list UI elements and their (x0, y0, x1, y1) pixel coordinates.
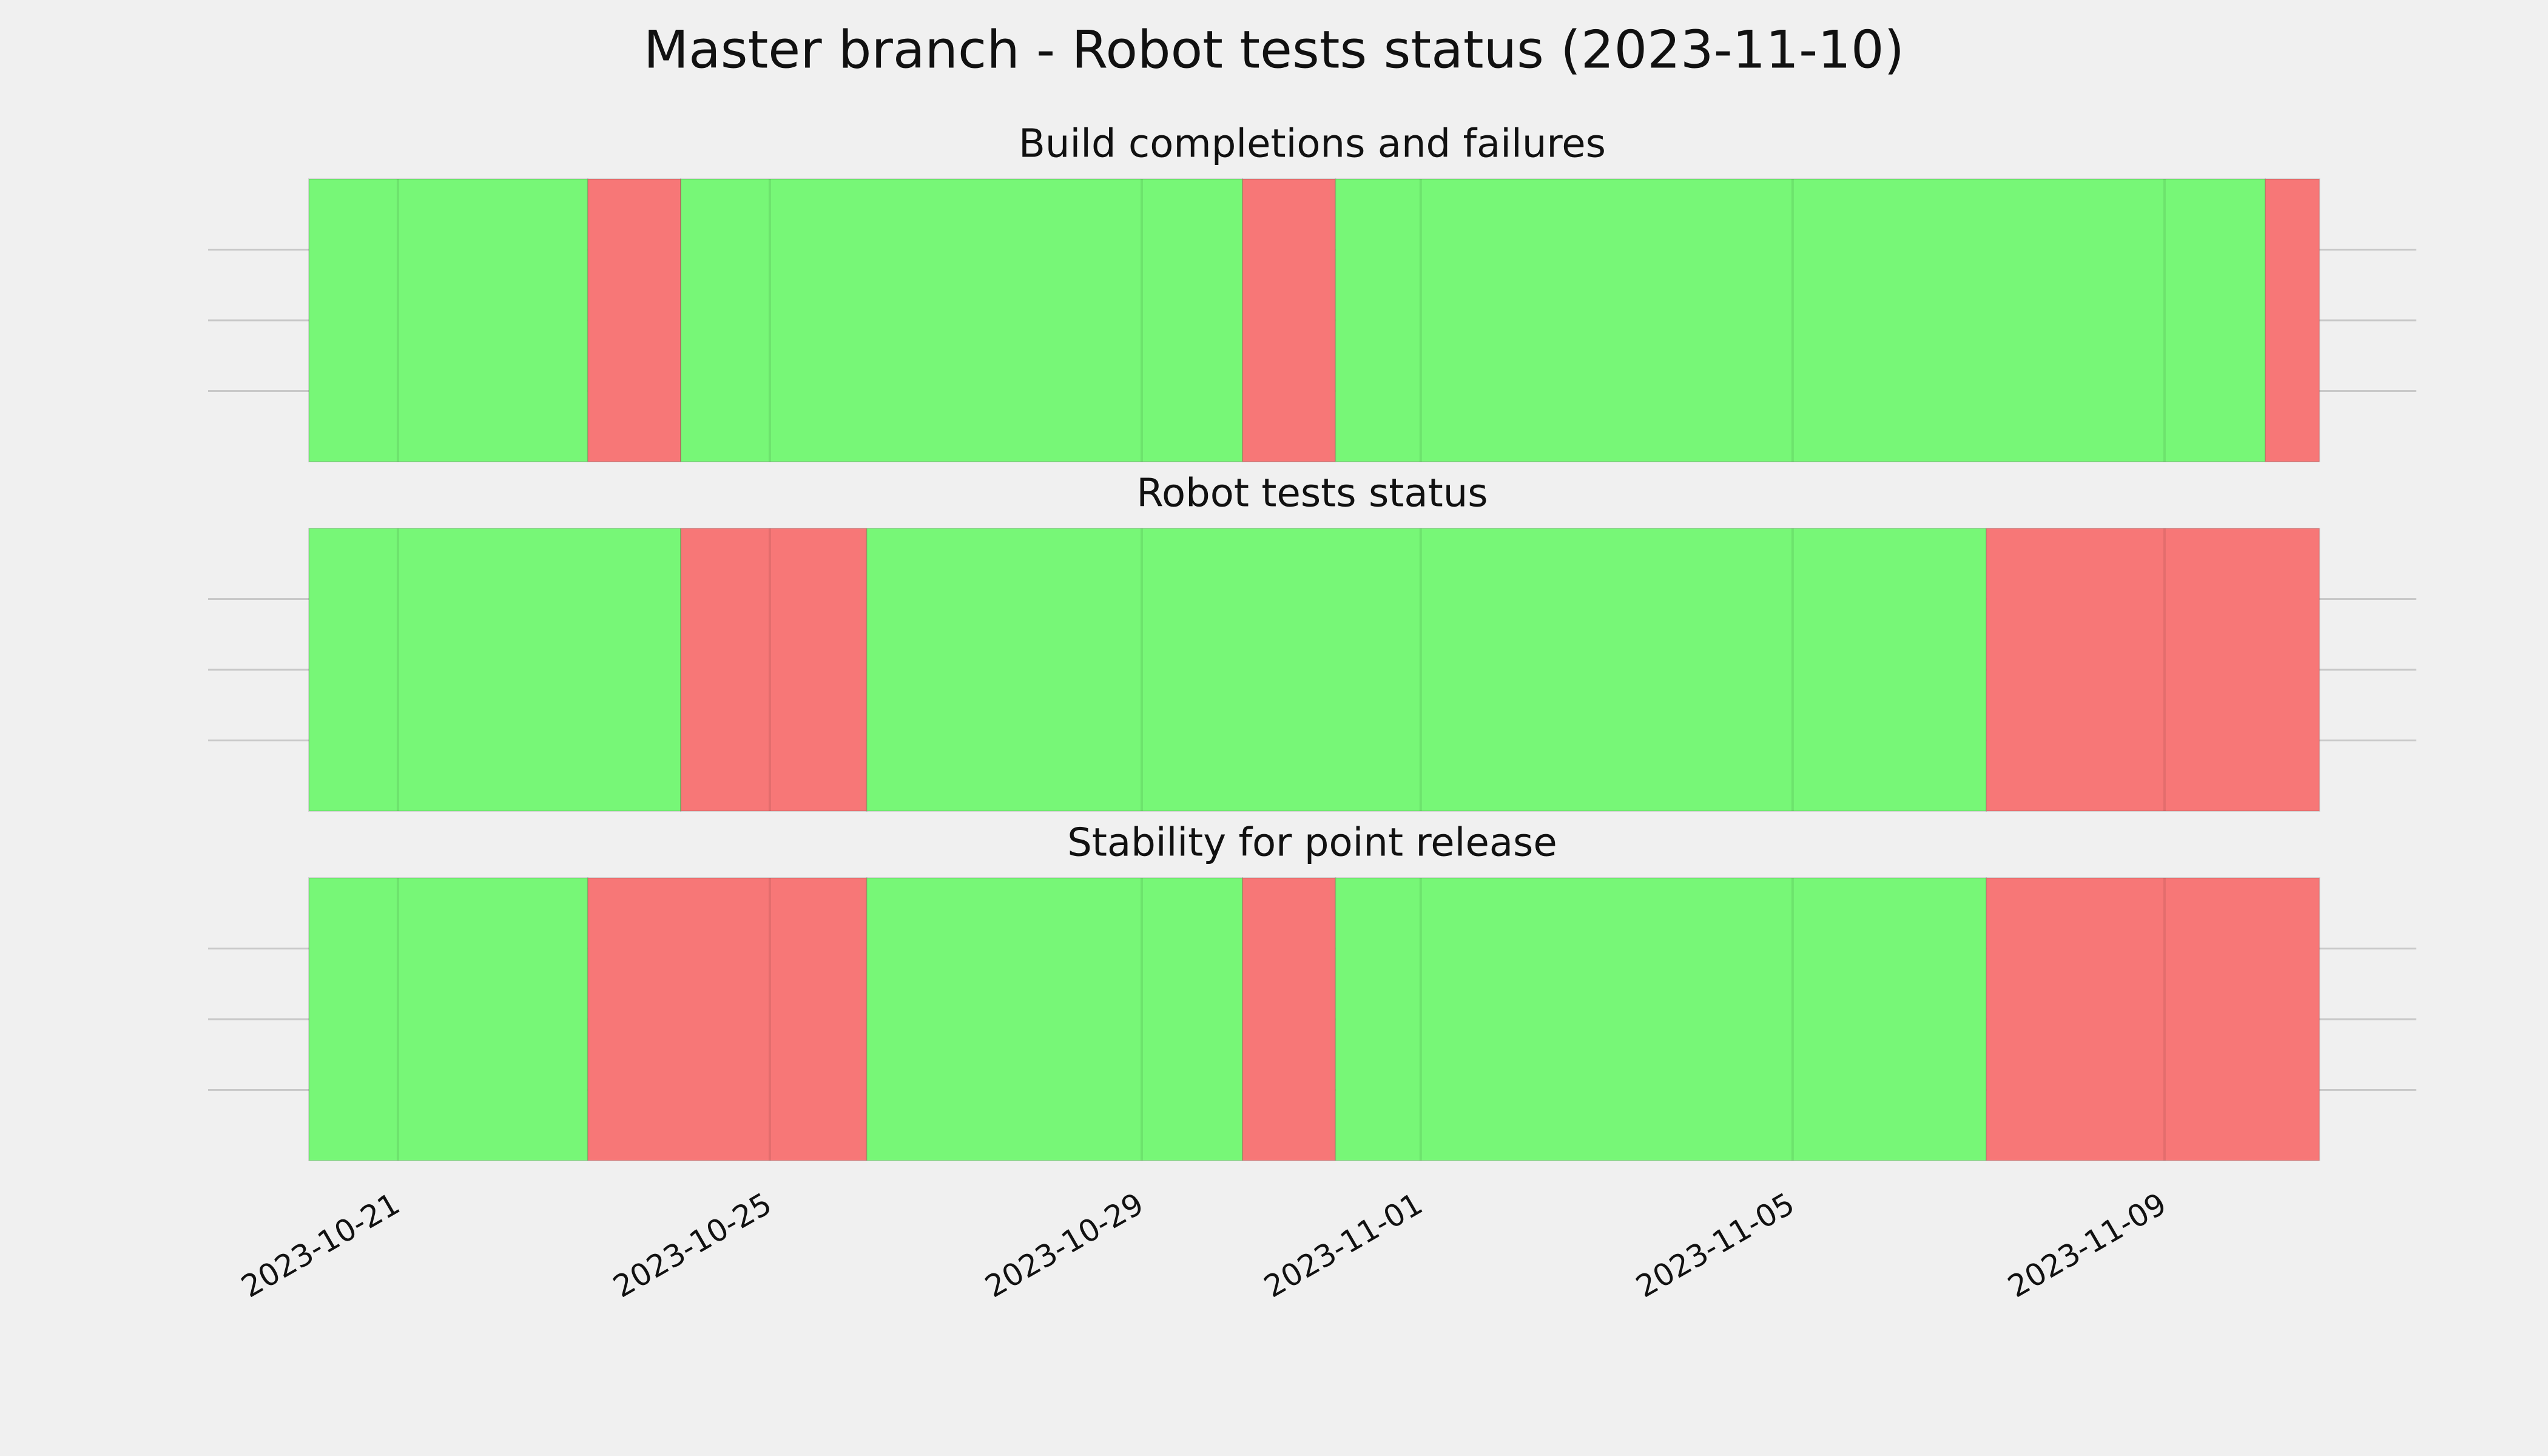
status-span (1986, 877, 2320, 1161)
subplot-title: Stability for point release (1067, 821, 1557, 866)
status-span (587, 877, 868, 1161)
status-span (1335, 178, 2266, 462)
status-span (1986, 528, 2320, 812)
status-span (1335, 877, 1987, 1161)
status-span (680, 178, 1244, 462)
status-span (308, 528, 682, 812)
subplot-title: Robot tests status (1136, 471, 1488, 516)
status-span (308, 178, 588, 462)
chart-title: Master branch - Robot tests status (2023… (644, 19, 1904, 80)
status-span (1242, 178, 1336, 462)
status-span (587, 178, 682, 462)
status-span (866, 877, 1244, 1161)
status-span (2264, 178, 2320, 462)
subplot-title: Build completions and failures (1019, 122, 1606, 167)
status-span (680, 528, 868, 812)
status-span (308, 877, 588, 1161)
status-span (1242, 877, 1336, 1161)
status-span (866, 528, 1987, 812)
